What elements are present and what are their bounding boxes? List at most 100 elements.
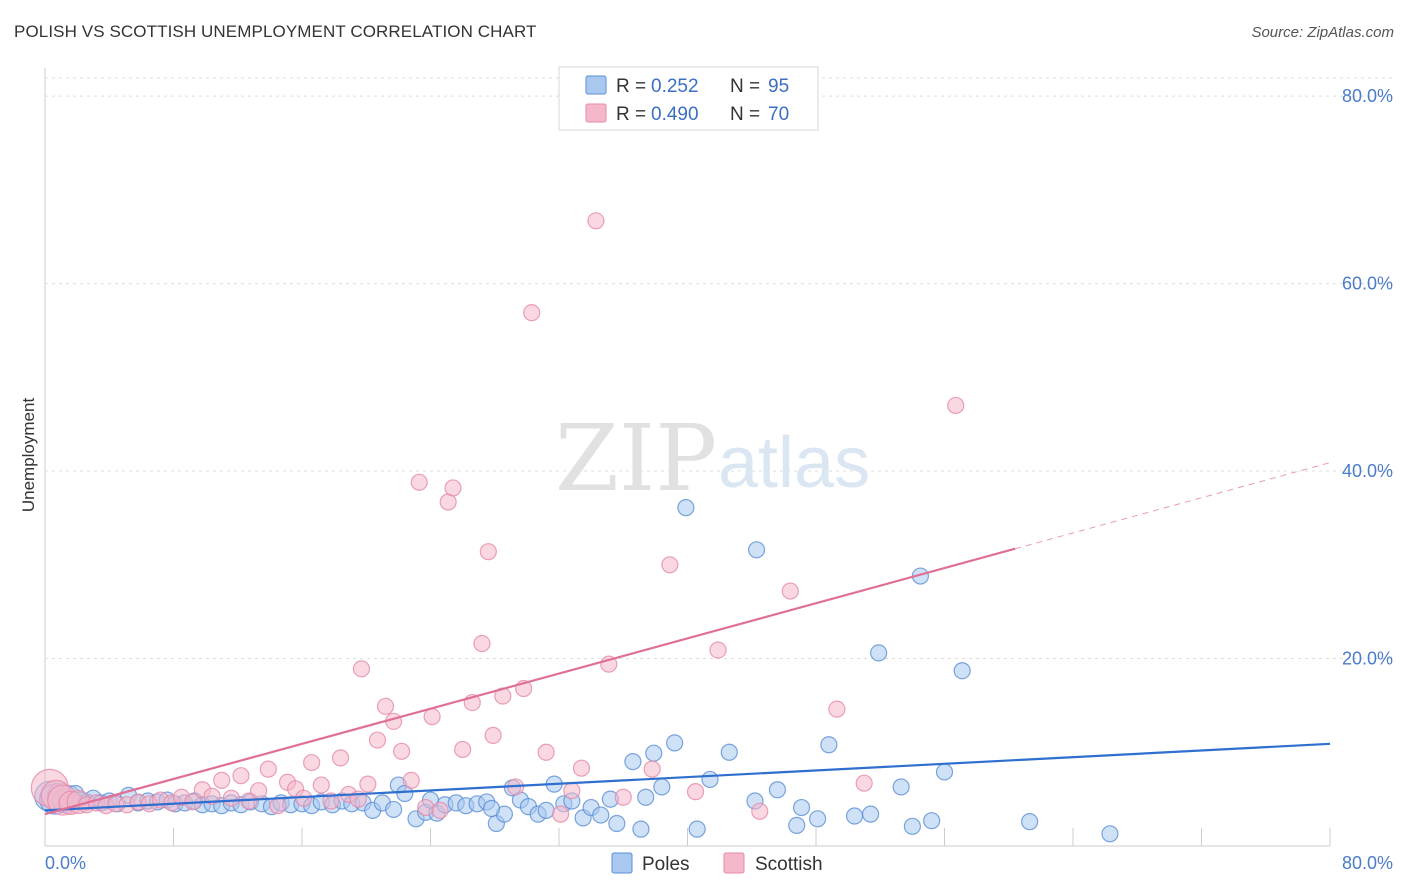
scottish-point (203, 787, 221, 805)
poles-point (862, 805, 880, 823)
stats-legend: R = 0.252 N = 95 R = 0.490 N = 70 (558, 66, 819, 131)
y-tick-label: 40.0% (1342, 461, 1393, 481)
watermark-atlas: atlas (718, 423, 870, 503)
scottish-point (751, 802, 769, 820)
scottish-point (359, 775, 377, 793)
series-legend: Poles Scottish (611, 852, 823, 875)
poles-bottom-swatch (611, 852, 633, 874)
poles-point (870, 644, 888, 662)
scottish-point (587, 212, 605, 230)
scottish-point (431, 801, 449, 819)
scottish-point (250, 782, 268, 800)
scottish-point (643, 760, 661, 778)
scottish-trend-line-extension (1015, 462, 1331, 550)
scottish-n-value: 70 (768, 104, 789, 125)
poles-n-label: N = (730, 76, 760, 97)
poles-point (923, 812, 941, 830)
poles-point (701, 770, 719, 789)
watermark-zip: ZIP (555, 405, 717, 512)
x-tick-label: 0.0% (45, 853, 86, 873)
poles-point (608, 814, 626, 833)
scottish-point (410, 473, 428, 491)
chart-title: POLISH VS SCOTTISH UNEMPLOYMENT CORRELAT… (14, 22, 537, 41)
scottish-point (479, 543, 497, 561)
poles-point (1021, 813, 1039, 831)
y-tick-label: 80.0% (1342, 86, 1393, 106)
watermark: ZIP atlas (555, 405, 870, 512)
y-tick-label: 20.0% (1342, 649, 1393, 669)
poles-point (768, 781, 787, 799)
poles-point (788, 816, 806, 834)
poles-point (1101, 825, 1119, 843)
poles-point (953, 662, 971, 680)
scottish-point (417, 798, 435, 817)
scottish-legend-label: Scottish (755, 854, 823, 875)
scottish-point (563, 782, 581, 800)
scottish-point (269, 797, 287, 815)
scottish-point (661, 556, 679, 574)
poles-point (809, 810, 827, 828)
poles-point (653, 778, 671, 796)
scottish-trend-line (44, 547, 1016, 816)
poles-point (592, 806, 610, 824)
poles-point (892, 778, 910, 796)
poles-point (792, 798, 811, 817)
scottish-point (368, 731, 387, 749)
scottish-bottom-swatch (723, 852, 745, 874)
scottish-point (322, 792, 340, 810)
scottish-n-label: N = (730, 104, 760, 125)
poles-point (820, 736, 838, 754)
x-tick-label: 80.0% (1342, 853, 1393, 873)
scottish-point (947, 396, 965, 415)
scottish-point (444, 479, 462, 497)
poles-r-label: R = (616, 76, 646, 97)
scottish-point (781, 582, 799, 600)
scottish-r-value: 0.490 (651, 104, 699, 125)
poles-legend-swatch (585, 75, 607, 95)
scottish-point (392, 742, 411, 760)
scottish-point (423, 708, 441, 726)
scottish-point (473, 634, 491, 653)
scottish-point (537, 743, 555, 761)
scottish-point (709, 641, 727, 659)
scottish-point (331, 749, 350, 767)
poles-point (482, 799, 501, 818)
data-points (30, 212, 1119, 843)
scottish-point (523, 304, 541, 322)
scottish-point (552, 805, 570, 823)
poles-point (720, 743, 738, 761)
poles-point (747, 541, 766, 559)
poles-point (688, 820, 706, 838)
scottish-point (572, 759, 591, 777)
scottish-point (232, 767, 250, 785)
poles-point (677, 499, 695, 517)
y-tick-label: 60.0% (1342, 274, 1393, 294)
poles-point (624, 753, 642, 771)
source-credit: Source: ZipAtlas.com (1251, 24, 1394, 41)
scottish-point (828, 700, 846, 718)
trend-lines (44, 462, 1331, 816)
scottish-point (484, 726, 502, 744)
poles-trend-line (44, 742, 1331, 812)
poles-point (935, 763, 954, 781)
poles-r-value: 0.252 (651, 76, 699, 97)
poles-legend-label: Poles (642, 854, 690, 875)
scottish-point (376, 697, 395, 715)
scottish-point (213, 771, 231, 789)
scottish-point (312, 776, 330, 794)
scottish-r-label: R = (616, 104, 646, 125)
poles-point (384, 800, 403, 819)
poles-point (645, 744, 663, 762)
y-axis-title: Unemployment (19, 398, 38, 513)
poles-point (903, 817, 921, 835)
scottish-point (454, 740, 472, 759)
poles-point (666, 734, 684, 752)
axis-ticks: 20.0% 40.0% 60.0% 80.0% 0.0% 80.0% (45, 86, 1393, 873)
scottish-point (686, 783, 705, 801)
scottish-legend-swatch (585, 103, 607, 123)
scottish-point (303, 753, 321, 772)
poles-point (845, 807, 864, 825)
scottish-point (855, 774, 873, 792)
poles-n-value: 95 (768, 76, 789, 97)
